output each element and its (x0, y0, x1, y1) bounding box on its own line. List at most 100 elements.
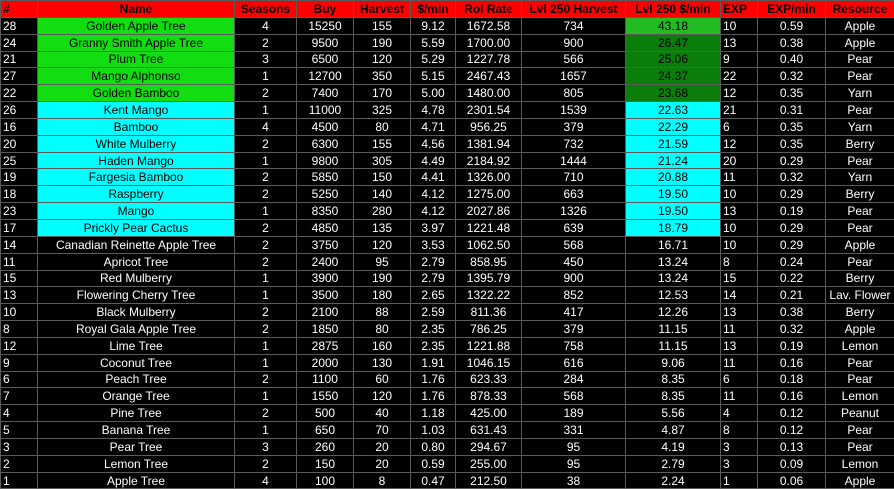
table-cell: 120 (353, 235, 411, 254)
column-header: Buy (296, 0, 354, 18)
table-cell: 140 (353, 185, 411, 204)
column-header: $/min (410, 0, 456, 18)
table-cell: 4500 (296, 117, 354, 136)
table-cell: 0.80 (410, 437, 456, 456)
table-cell: 379 (521, 117, 626, 136)
table-cell: 3500 (296, 286, 354, 305)
table-cell: 4 (0, 404, 38, 423)
table-cell: Apple Tree (37, 471, 235, 489)
table-cell: 0.16 (757, 353, 826, 372)
table-cell: 0.59 (757, 16, 826, 35)
table-cell: 1221.48 (455, 218, 522, 237)
table-cell: 417 (521, 303, 626, 322)
table-cell: Yarn (825, 168, 894, 187)
table-cell: 0.29 (757, 218, 826, 237)
table-cell: Peanut (825, 404, 894, 423)
table-cell: 2.79 (625, 454, 721, 473)
table-cell: White Mulberry (37, 134, 235, 153)
table-cell: 2 (234, 454, 297, 473)
table-row: 15 Red Mulberry 1 3900 190 2.79 1395.79 900 13.2… (0, 269, 894, 288)
table-cell: 11 (0, 252, 38, 271)
table-cell: 130 (353, 353, 411, 372)
table-cell: 4 (234, 117, 297, 136)
table-cell: 60 (353, 370, 411, 389)
table-cell: 3 (0, 437, 38, 456)
table-cell: 260 (296, 437, 354, 456)
table-cell: 1381.94 (455, 134, 522, 153)
table-cell: 1700.00 (455, 33, 522, 52)
table-cell: Pear (825, 218, 894, 237)
table-cell: 878.33 (455, 387, 522, 406)
table-cell: Pear (825, 370, 894, 389)
table-cell: 1 (234, 269, 297, 288)
column-header: Seasons (234, 0, 297, 18)
table-cell: 22 (0, 84, 38, 103)
table-cell: 255.00 (455, 454, 522, 473)
table-cell: 22.29 (625, 117, 721, 136)
table-cell: Kent Mango (37, 101, 235, 119)
table-cell: 1326.00 (455, 168, 522, 187)
table-cell: 1550 (296, 387, 354, 406)
table-cell: 70 (353, 421, 411, 439)
table-cell: 1444 (521, 151, 626, 170)
table-cell: 0.18 (757, 370, 826, 389)
table-cell: 3.97 (410, 218, 456, 237)
table-cell: 0.31 (757, 101, 826, 119)
table-cell: 21.59 (625, 134, 721, 153)
table-cell: 2 (234, 33, 297, 52)
table-cell: 3 (720, 454, 758, 473)
table-cell: 14 (0, 235, 38, 254)
table-cell: 5850 (296, 168, 354, 187)
table-cell: Golden Bamboo (37, 84, 235, 103)
table-cell: 0.47 (410, 471, 456, 489)
table-cell: 40 (353, 404, 411, 423)
table-cell: 13 (0, 286, 38, 305)
column-header: EXP (720, 0, 758, 18)
table-cell: 11000 (296, 101, 354, 119)
table-cell: 10 (720, 235, 758, 254)
table-cell: 0.32 (757, 67, 826, 86)
table-cell: 9800 (296, 151, 354, 170)
table-cell: 10 (720, 185, 758, 204)
table-cell: 0.32 (757, 168, 826, 187)
table-cell: 858.95 (455, 252, 522, 271)
table-cell: 1657 (521, 67, 626, 86)
table-cell: 2027.86 (455, 202, 522, 220)
table-cell: Coconut Tree (37, 353, 235, 372)
table-cell: 294.67 (455, 437, 522, 456)
table-cell: Pear (825, 202, 894, 220)
table-cell: 4.71 (410, 117, 456, 136)
table-cell: 2 (234, 185, 297, 204)
table-cell: Pear Tree (37, 437, 235, 456)
table-cell: 12700 (296, 67, 354, 86)
table-cell: Golden Apple Tree (37, 16, 235, 35)
table-cell: Mango Alphonso (37, 67, 235, 86)
table-cell: 0.16 (757, 387, 826, 406)
table-cell: Pear (825, 50, 894, 69)
table-cell: 8 (720, 421, 758, 439)
table-cell: 155 (353, 16, 411, 35)
table-cell: 1480.00 (455, 84, 522, 103)
table-cell: Yarn (825, 117, 894, 136)
table-cell: 0.29 (757, 235, 826, 254)
table-cell: 27 (0, 67, 38, 86)
column-header: Lvl 250 Harvest (521, 0, 626, 18)
column-header: Harvest (353, 0, 411, 18)
table-cell: 25.06 (625, 50, 721, 69)
table-cell: Pear (825, 353, 894, 372)
table-cell: 284 (521, 370, 626, 389)
table-cell: 150 (296, 454, 354, 473)
table-cell: 734 (521, 16, 626, 35)
table-cell: Lav. Flower (825, 286, 894, 305)
table-cell: 25 (0, 151, 38, 170)
table-cell: Berry (825, 269, 894, 288)
table-cell: 2.79 (410, 269, 456, 288)
table-cell: 20 (0, 134, 38, 153)
table-cell: 2 (234, 235, 297, 254)
table-cell: 1 (234, 353, 297, 372)
table-cell: Plum Tree (37, 50, 235, 69)
table-cell: 3 (234, 437, 297, 456)
table-cell: 8.35 (625, 387, 721, 406)
table-cell: 10 (720, 16, 758, 35)
